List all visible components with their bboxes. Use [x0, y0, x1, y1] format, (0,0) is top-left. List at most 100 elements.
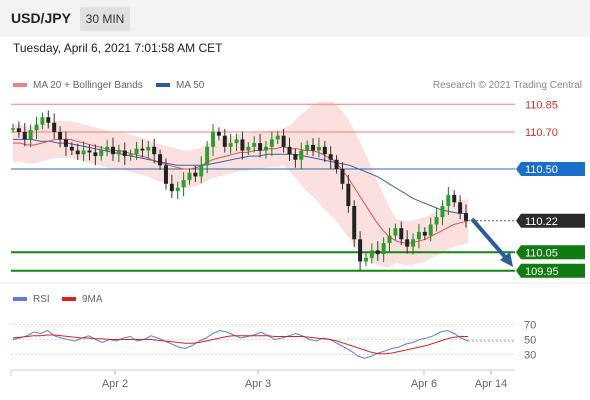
candle-body [263, 146, 268, 151]
candle-body [422, 231, 427, 236]
candle-body [405, 239, 410, 247]
candle-body [111, 146, 116, 155]
candle-body [46, 117, 51, 123]
candle-body [63, 139, 68, 147]
level-label-110-70: 110.70 [525, 127, 558, 139]
candle-body [281, 135, 286, 147]
legend-ma50: MA 50 [156, 80, 204, 91]
rsi-tick-50: 50 [524, 335, 536, 347]
candle-body [222, 135, 227, 147]
candle-body [128, 154, 133, 157]
candle-body [105, 146, 110, 151]
candle-body [269, 139, 274, 147]
level-label-110-50: 110.50 [525, 164, 558, 176]
candle-body [152, 146, 157, 155]
candle-body [258, 143, 263, 151]
candle-body [22, 132, 27, 140]
candle-body [134, 148, 139, 155]
candle-body [58, 132, 63, 140]
candle-body [334, 159, 339, 169]
level-label-110-22: 110.22 [525, 216, 558, 228]
candle-body [369, 250, 374, 258]
level-label-110-05: 110.05 [525, 247, 558, 259]
candle-body [87, 150, 92, 153]
candle-body [358, 239, 363, 262]
rsi-line [12, 329, 469, 359]
candle-body [234, 139, 239, 144]
candle-body [363, 257, 368, 262]
candle-body [464, 213, 468, 221]
candle-body [275, 135, 280, 140]
x-label-apr-6: Apr 6 [411, 378, 437, 390]
candle-body [322, 146, 327, 155]
candle-body [146, 146, 151, 151]
legend-ma50-swatch [156, 83, 170, 88]
candle-body [452, 194, 457, 203]
legend-9ma-label: 9MA [82, 294, 103, 305]
candle-body [340, 169, 345, 184]
candle-body [75, 150, 80, 155]
forecast-arrow-shaft [470, 217, 508, 260]
candle-body [81, 150, 86, 155]
timeframe-button[interactable]: 30 MIN [80, 7, 130, 31]
level-label-box-110-05 [516, 245, 585, 260]
date-time: Tuesday, April 6, 2021 7:01:58 AM CET [13, 41, 223, 55]
credit-text: Research © 2021 Trading Central [432, 80, 582, 91]
candle-body [216, 132, 221, 136]
candle-body [16, 128, 21, 132]
candle-body [375, 250, 380, 255]
legend-9ma-swatch [62, 297, 76, 302]
candle-body [11, 128, 15, 130]
candle-body [328, 154, 333, 160]
legend-ma50-label: MA 50 [176, 80, 205, 91]
candle-body [175, 187, 180, 192]
candle-body [458, 202, 463, 214]
candle-body [69, 146, 74, 151]
candle-body [28, 130, 33, 140]
candle-body [316, 146, 321, 151]
rsi-tick-70: 70 [524, 320, 536, 332]
legend-ma20-label: MA 20 + Bollinger Bands [33, 80, 143, 91]
candle-body [381, 243, 386, 255]
level-label-box-109-95 [516, 263, 585, 278]
rsi-9ma-line [12, 334, 468, 355]
legend-9ma: 9MA [62, 294, 103, 305]
candle-body [293, 154, 298, 160]
candle-body [122, 150, 127, 157]
candle-body [140, 148, 145, 151]
candle-body [387, 235, 392, 243]
candle-body [240, 139, 245, 151]
candle-body [34, 124, 39, 131]
candle-body [311, 144, 316, 151]
candle-body [99, 150, 104, 157]
candle-body [52, 122, 57, 132]
candle-body [158, 154, 163, 166]
level-label-box-110-22 [516, 213, 585, 228]
candle-body [352, 206, 357, 240]
candle-body [446, 194, 451, 206]
candle-body [169, 183, 174, 192]
legend-rsi-swatch [13, 297, 27, 302]
candle-body [287, 146, 292, 155]
candle-body [411, 239, 416, 247]
candle-body [228, 143, 233, 147]
candle-body [440, 206, 445, 218]
ma50-line [13, 138, 468, 214]
candle-body [305, 144, 310, 151]
candle-body [163, 165, 168, 184]
candle-body [40, 117, 45, 125]
candle-body [93, 152, 98, 157]
candle-body [428, 224, 433, 236]
x-label-apr-3: Apr 3 [245, 378, 271, 390]
x-label-apr-2: Apr 2 [102, 378, 128, 390]
candle-body [193, 172, 198, 177]
rsi-tick-30: 30 [524, 350, 536, 362]
x-label-apr-14: Apr 14 [475, 378, 507, 390]
ma20-line [13, 138, 469, 244]
level-label-110-85: 110.85 [525, 99, 558, 111]
candle-body [211, 132, 216, 147]
pair-title: USD/JPY [11, 10, 71, 26]
candle-body [416, 231, 421, 240]
candle-body [299, 150, 304, 160]
